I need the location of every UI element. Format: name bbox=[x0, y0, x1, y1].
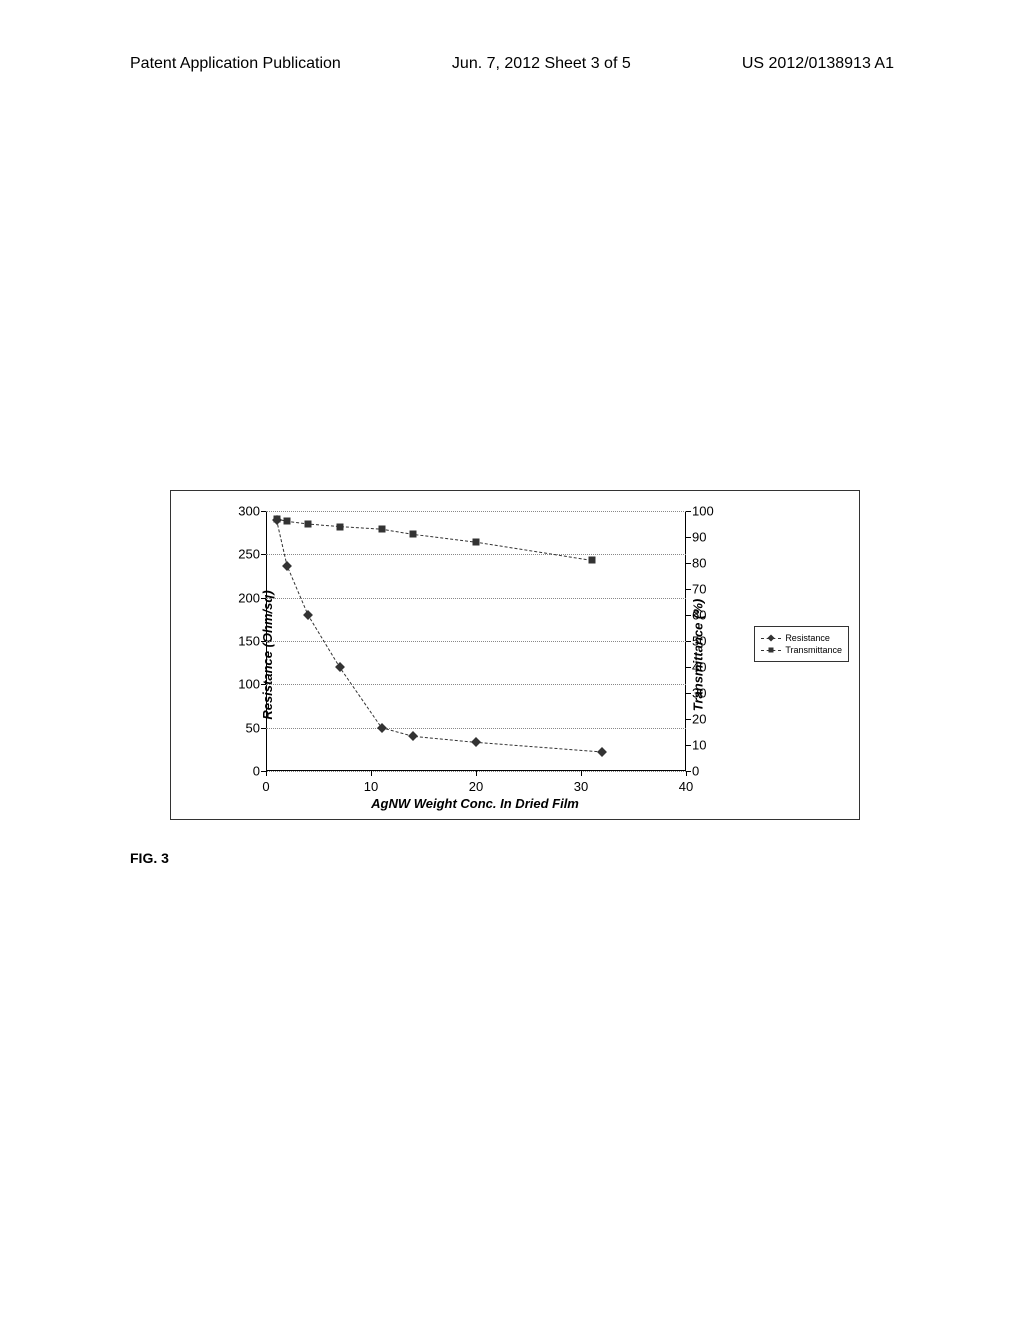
header-right: US 2012/0138913 A1 bbox=[742, 55, 894, 73]
legend: Resistance Transmittance bbox=[754, 626, 849, 662]
legend-item-resistance: Resistance bbox=[761, 633, 842, 643]
legend-marker-diamond bbox=[761, 634, 781, 642]
chart-container: Resistance (Ohm/sq) Transmittance (%) Ag… bbox=[170, 490, 860, 820]
header-center: Jun. 7, 2012 Sheet 3 of 5 bbox=[452, 55, 631, 73]
legend-label-transmittance: Transmittance bbox=[785, 645, 842, 655]
legend-marker-square bbox=[761, 646, 781, 654]
x-axis-label: AgNW Weight Conc. In Dried Film bbox=[371, 796, 579, 811]
legend-label-resistance: Resistance bbox=[785, 633, 830, 643]
plot-area: 050100150200250300 010203040506070809010… bbox=[266, 511, 686, 771]
page-header: Patent Application Publication Jun. 7, 2… bbox=[0, 55, 1024, 73]
header-left: Patent Application Publication bbox=[130, 55, 341, 73]
legend-item-transmittance: Transmittance bbox=[761, 645, 842, 655]
figure-label: FIG. 3 bbox=[130, 850, 169, 866]
